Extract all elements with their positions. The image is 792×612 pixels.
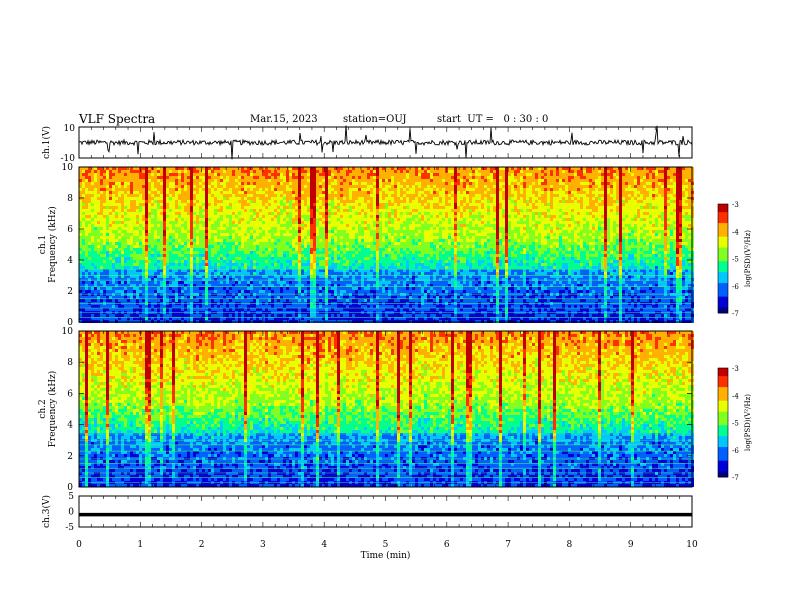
chart-title: VLF Spectra (79, 112, 155, 126)
x-tick-label: 3 (260, 540, 266, 550)
date-label: Mar.15, 2023 (250, 114, 318, 125)
x-tick-label: 2 (199, 540, 205, 550)
ch1-colorbar-tick: -7 (732, 310, 739, 318)
ch1-ytick-label: -10 (61, 154, 76, 164)
ch1-colorbar-tick: -4 (732, 228, 739, 236)
station-label: station=OUJ (343, 114, 407, 125)
ch1-colorbar (717, 203, 729, 314)
ch1-ytick-label: 0 (67, 318, 73, 328)
ch2-ytick-label: 8 (67, 358, 73, 368)
ch1-colorbar-tick: -5 (732, 256, 739, 264)
x-tick-label: 7 (505, 540, 511, 550)
ch1-colorbar-tick: -3 (732, 201, 739, 209)
ch3-ytick-label: 0 (68, 508, 74, 518)
ch1-channel-label: ch.1 (38, 235, 48, 254)
ch1-ytick-label: 4 (67, 256, 73, 266)
ch2-colorbar-tick: -4 (732, 392, 739, 400)
ch1-signal-line (78, 125, 693, 160)
ch1-spectrogram-image (79, 167, 694, 323)
ch2-ytick-label: 4 (67, 421, 73, 431)
ch2-ylabel: Frequency (kHz) (47, 371, 58, 448)
ch2-ytick-label: 10 (62, 327, 74, 337)
ch2-colorbar (717, 367, 729, 478)
ch3-ytick-label: 5 (68, 492, 74, 502)
x-tick-label: 9 (628, 540, 634, 550)
x-tick-label: 10 (686, 540, 698, 550)
ch1-ytick-label: 10 (62, 163, 74, 173)
ch2-colorbar-tick: -6 (732, 447, 739, 455)
ch2-colorbar-tick: -7 (732, 474, 739, 482)
ch2-ytick-label: 6 (67, 389, 73, 399)
ch1-ytick-label: 10 (64, 124, 76, 134)
ch2-channel-label: ch.2 (38, 399, 48, 418)
ch2-colorbar-tick: -5 (732, 420, 739, 428)
ch1-colorbar-tick: -6 (732, 283, 739, 291)
x-tick-label: 8 (567, 540, 573, 550)
ch3-ylabel: ch.3(V) (41, 495, 52, 528)
x-tick-label: 1 (137, 540, 143, 550)
ch2-ytick-label: 2 (67, 452, 73, 462)
x-tick-label: 6 (444, 540, 450, 550)
ch1-colorbar-label: log(PSD)(V²/Hz) (744, 230, 752, 287)
ch2-spectrogram-image (79, 331, 694, 487)
ch1-ylabel: Frequency (kHz) (47, 206, 58, 283)
ch2-colorbar-tick: -3 (732, 365, 739, 373)
ch2-ytick-label: 0 (67, 483, 73, 493)
ch2-colorbar-label: log(PSD)(V²/Hz) (744, 394, 752, 451)
ch3-ytick-label: -5 (65, 523, 74, 533)
ch1-ytick-label: 8 (67, 194, 73, 204)
ch1-ylabel: ch.1(V) (41, 126, 52, 159)
ch1-ytick-label: 2 (67, 287, 73, 297)
x-tick-label: 5 (383, 540, 389, 550)
x-tick-label: 4 (321, 540, 327, 550)
ch1-ytick-label: 6 (67, 225, 73, 235)
x-axis-label: Time (min) (361, 550, 411, 561)
start-time-label: start UT = 0 : 30 : 0 (437, 114, 548, 125)
x-tick-label: 0 (76, 540, 82, 550)
